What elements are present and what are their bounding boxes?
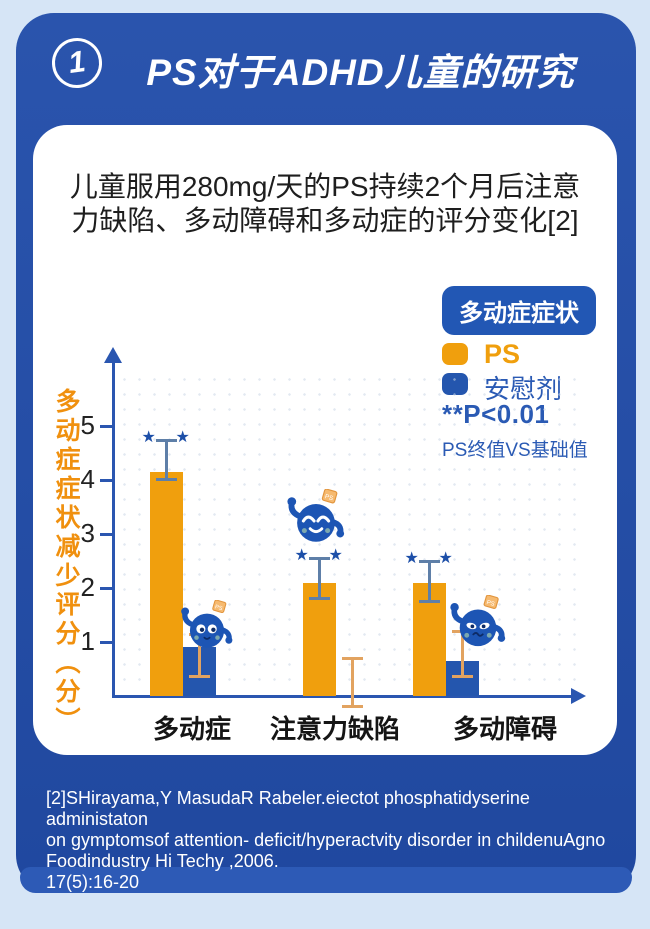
section-number: 1 [66,45,88,81]
error-bar-cap [309,596,330,600]
category-label: 多动障碍 [452,714,557,744]
reference-citation: [2]SHirayama,Y MasudaR Rabeler.eiectot p… [46,788,618,893]
error-bar-cap [156,438,177,442]
error-bar-cap [342,704,363,708]
y-tick-mark [100,479,113,482]
legend-swatch-ps [442,343,468,365]
mascot-happy-icon: PS [285,488,347,551]
error-bar-cap [419,599,440,603]
y-axis-arrow-icon [104,347,122,363]
category-label: 多动症 [152,714,231,744]
significance-star-icon: ★ [294,545,309,565]
bar [303,582,336,696]
error-bar-line [318,558,321,599]
y-axis-title: 多动症症状减少评分（分） [52,388,80,736]
x-axis-arrow-icon [571,688,586,704]
y-tick-mark [100,533,113,536]
y-tick-mark [100,425,113,428]
error-bar-cap [419,560,440,563]
mascot-angry-icon: PS [448,594,508,655]
citation-line: [2]SHirayama,Y MasudaR Rabeler.eiectot p… [46,788,530,829]
significance-star-icon: ★ [328,545,343,565]
citation-line: 17(5):16-20 [46,872,140,892]
plot-area: 1 2 3 4 5 ★ ★ ★ ★ ★ ★ 多动症 注意力缺陷 多动障碍 PS PS PS [81,347,586,744]
significance-star-icon: ★ [175,426,190,446]
mascot-surprised-icon: PS [179,599,235,656]
y-tick-mark [100,641,113,644]
svg-text:PS: PS [324,493,334,502]
error-bar-line [428,561,431,602]
chart-heading: 儿童服用280mg/天的PS持续2个月后注意 力缺陷、多动障碍和多动症的评分变化… [55,170,595,238]
bar [150,471,183,696]
citation-line: Foodindustry Hi Techy ,2006. [46,851,279,871]
chart-heading-line2: 力缺陷、多动障碍和多动症的评分变化[2] [71,205,579,236]
svg-text:PS: PS [214,604,223,612]
error-bar-cap [156,478,177,481]
significance-star-icon: ★ [438,548,453,567]
y-tick-label: 5 [80,410,95,440]
next-section-edge [20,867,632,893]
error-bar-line [165,439,168,480]
y-tick-label: 2 [80,572,95,602]
y-tick-label: 3 [80,518,95,548]
error-bar-cap [189,675,210,679]
error-bar-cap [452,675,473,679]
page-title: PS对于ADHD儿童的研究 [146,52,575,93]
error-bar-line [461,631,464,678]
error-bar-line [198,633,201,678]
significance-star-icon: ★ [141,426,156,446]
error-bar-cap [309,557,330,561]
svg-text:PS: PS [486,599,496,608]
citation-line: on gymptomsof attention- deficit/hyperac… [46,830,606,850]
y-tick-label: 1 [80,626,95,656]
y-tick-mark [100,587,113,590]
error-bar-cap [342,657,363,661]
y-tick-label: 4 [80,464,95,494]
error-bar-line [351,658,354,707]
symptom-tag-pill: 多动症症状 [442,286,596,335]
category-label: 注意力缺陷 [269,714,400,744]
x-axis-line [112,695,574,698]
y-axis-line [112,362,115,696]
chart-heading-line1: 儿童服用280mg/天的PS持续2个月后注意 [69,171,581,202]
legend-label-ps: PS [484,339,521,369]
significance-star-icon: ★ [404,548,419,567]
